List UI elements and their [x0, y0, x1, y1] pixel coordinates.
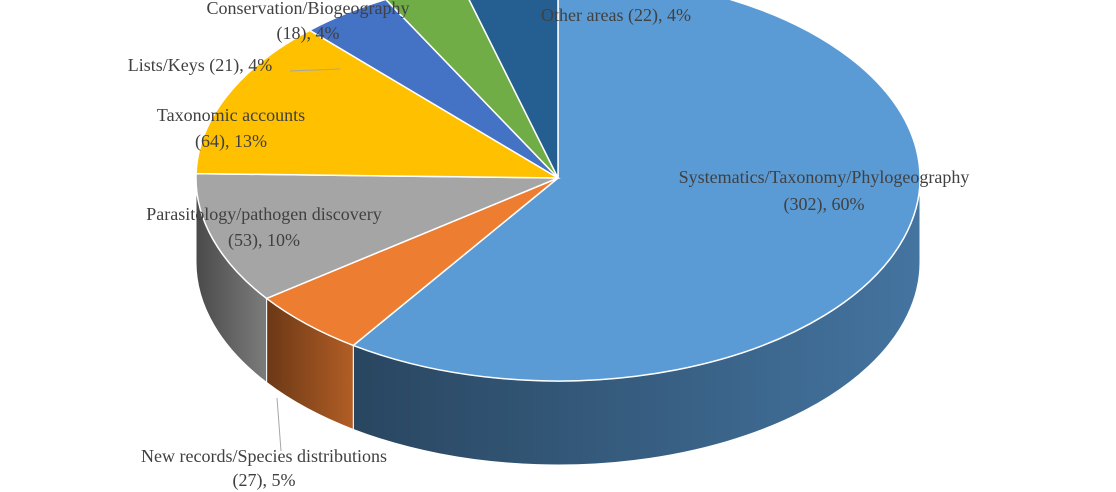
label-leader-1 [276, 397, 282, 452]
label-leader-4 [289, 68, 341, 72]
slice-label-3: Taxonomic accounts [157, 105, 305, 125]
slice-top-4 [308, 0, 559, 179]
slice-label-4: Lists/Keys (21), 4% [128, 55, 272, 76]
slice-top-5 [385, 0, 559, 179]
slice-label-6: Other areas (22), 4% [541, 5, 691, 26]
slice-top-2 [195, 172, 559, 300]
pie-sides [195, 177, 921, 466]
slice-labels: Systematics/Taxonomy/Phylogeography (302)… [128, 0, 970, 491]
slice-label-0: Systematics/Taxonomy/Phylogeography [679, 167, 970, 187]
slice-value-label-1: (27), 5% [233, 470, 296, 491]
slice-value-label-3: (64), 13% [195, 131, 267, 152]
slice-value-label-5: (18), 4% [277, 23, 340, 44]
slice-top-0 [351, 0, 921, 382]
slice-top-6 [468, 0, 559, 179]
slice-label-1: New records/Species distributions [141, 446, 387, 466]
slice-value-label-2: (53), 10% [228, 230, 300, 251]
label-leaders [276, 68, 341, 452]
slice-top-3 [195, 29, 561, 179]
slice-label-5: Conservation/Biogeography [207, 0, 410, 18]
pie-tops [195, 0, 921, 382]
slice-label-2: Parasitology/pathogen discovery [146, 204, 381, 224]
slice-value-label-0: (302), 60% [784, 194, 865, 215]
